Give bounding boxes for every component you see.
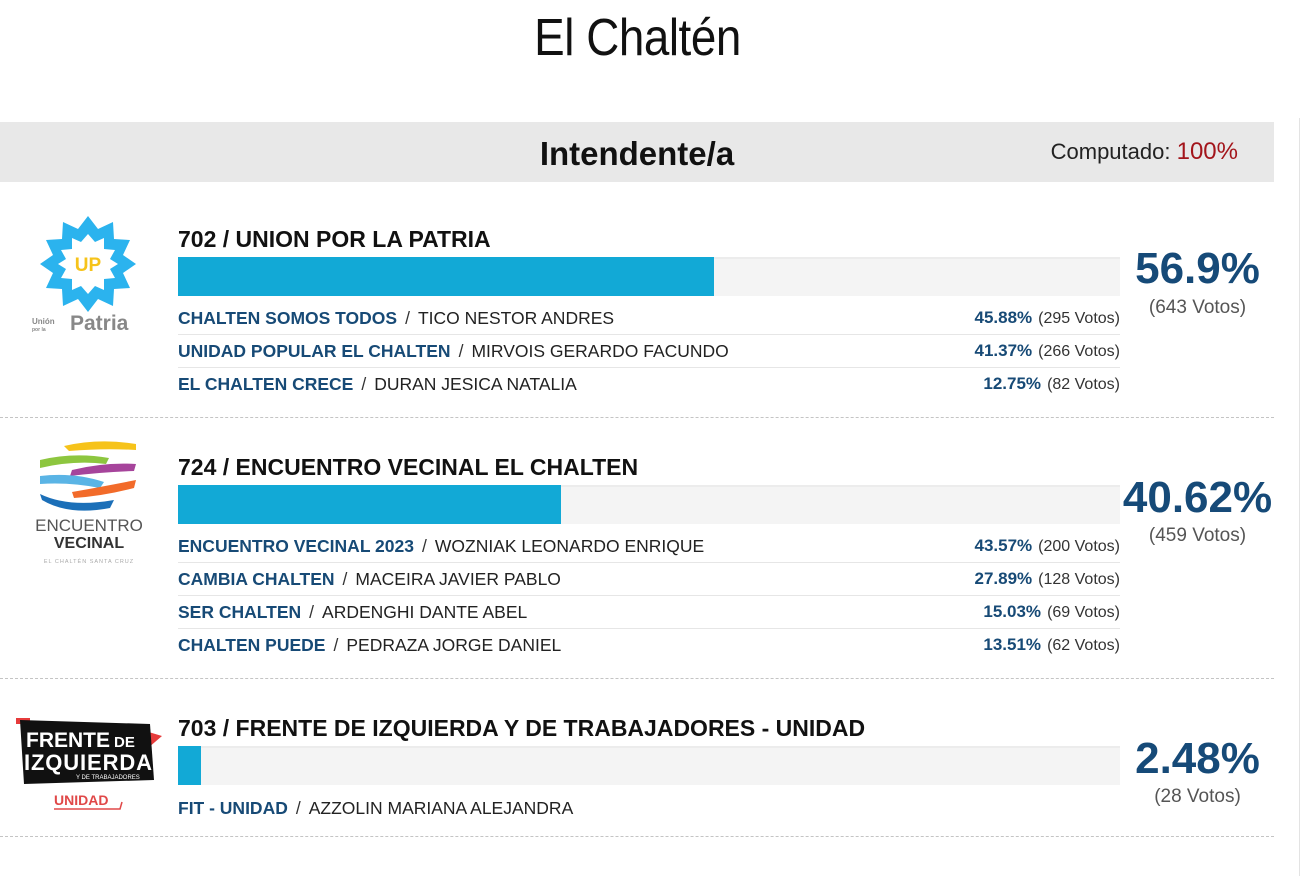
svg-text:por la: por la: [32, 327, 46, 333]
list-row: SER CHALTEN / ARDENGHI DANTE ABEL 15.03% (6…: [178, 596, 1120, 629]
list-name: SER CHALTEN: [178, 602, 302, 622]
svg-text:DE: DE: [114, 734, 135, 751]
list-row: FIT - UNIDAD / AZZOLIN MARIANA ALEJANDRA: [178, 798, 574, 818]
party-name: 703 / FRENTE DE IZQUIERDA Y DE TRABAJADO…: [178, 715, 866, 741]
list-name: CHALTEN SOMOS TODOS: [178, 308, 398, 328]
list-percent: 12.75%: [983, 374, 1042, 393]
list-row: ENCUENTRO VECINAL 2023/WOZNIAK LEONARDO …: [178, 530, 1120, 563]
encuentro-vecinal-logo: ENCUENTRO VECINAL EL CHALTÉN SANTA CRUZ: [14, 438, 164, 568]
computado-value: 100%: [1176, 138, 1238, 165]
list-row: EL CHALTEN CRECE / DURAN JESICA NATALIA 12…: [178, 374, 1120, 394]
list-name: CAMBIA CHALTEN: [178, 569, 335, 589]
vote-bar: [178, 257, 1120, 296]
candidate-name: PEDRAZA JORGE DANIEL: [346, 635, 562, 655]
list-votes: (62 Votos): [1047, 637, 1120, 654]
party-votes: (459 Votos): [1148, 525, 1247, 546]
party-percent: 40.62%: [1122, 473, 1273, 522]
svg-text:FRENTE: FRENTE: [26, 729, 110, 752]
vote-bar: [178, 746, 1120, 785]
category-header: Intendente/a Computado: 100%: [0, 122, 1274, 182]
list-percent: 43.57%: [974, 536, 1033, 555]
divider: [0, 417, 1274, 418]
vote-bar: [178, 485, 1120, 524]
list-row: UNIDAD POPULAR EL CHALTEN / MIRVOIS GERARD…: [178, 335, 1120, 368]
vote-bar-fill: [178, 485, 561, 524]
list-votes: (128 Votos): [1038, 571, 1120, 588]
svg-text:UP: UP: [75, 255, 102, 276]
computado-status: Computado: 100%: [1051, 138, 1238, 166]
list-percent: 15.03%: [983, 602, 1042, 621]
vote-bar-fill: [178, 746, 202, 785]
svg-text:VECINAL: VECINAL: [54, 535, 124, 552]
list-votes: (266 Votos): [1038, 343, 1120, 360]
svg-text:Unión: Unión: [32, 317, 55, 326]
party-name: 702 / UNION POR LA PATRIA: [178, 226, 491, 252]
list-percent: 41.37%: [974, 341, 1033, 360]
candidate-name: ARDENGHI DANTE ABEL: [322, 602, 528, 622]
svg-text:IZQUIERDA: IZQUIERDA: [24, 750, 152, 775]
up-sun-icon: UP Unión por la Patria: [32, 216, 136, 335]
party-percent: 2.48%: [1135, 734, 1260, 783]
list-row: CHALTEN PUEDE / PEDRAZA JORGE DANIEL 13.51…: [178, 635, 1120, 655]
candidate-name: MIRVOIS GERARDO FACUNDO: [471, 341, 729, 361]
divider: [0, 836, 1274, 837]
party-votes: (28 Votos): [1154, 786, 1241, 807]
page-title: El Chaltén: [534, 9, 741, 67]
list-votes: (200 Votos): [1038, 538, 1120, 555]
vote-bar-fill: [178, 257, 714, 296]
candidate-name: MACEIRA JAVIER PABLO: [355, 569, 561, 589]
list-name: CHALTEN PUEDE: [178, 635, 326, 655]
list-name: UNIDAD POPULAR EL CHALTEN: [178, 341, 451, 361]
list-percent: 27.89%: [974, 569, 1033, 588]
frente-de-izquierda-logo: FRENTE DE IZQUIERDA Y DE TRABAJADORES UN…: [14, 714, 164, 818]
svg-text:ENCUENTRO: ENCUENTRO: [35, 516, 143, 535]
svg-text:EL CHALTÉN SANTA CRUZ: EL CHALTÉN SANTA CRUZ: [44, 558, 134, 565]
list-votes: (295 Votos): [1038, 310, 1120, 327]
list-percent: 13.51%: [983, 635, 1042, 654]
list-name: EL CHALTEN CRECE: [178, 374, 354, 394]
party-percent: 56.9%: [1135, 244, 1260, 293]
list-row: CHALTEN SOMOS TODOS / TICO NESTOR ANDRES 4…: [178, 302, 1120, 335]
union-por-la-patria-logo: UP Unión por la Patria: [14, 212, 164, 342]
party-result-724: ENCUENTRO VECINAL EL CHALTÉN SANTA CRUZ …: [0, 418, 1274, 680]
computado-label: Computado:: [1050, 139, 1171, 164]
list-name: FIT - UNIDAD: [178, 798, 288, 818]
list-votes: (69 Votos): [1047, 604, 1120, 621]
svg-text:Patria: Patria: [70, 312, 129, 335]
party-votes: (643 Votos): [1148, 297, 1247, 318]
party-result-703: FRENTE DE IZQUIERDA Y DE TRABAJADORES UN…: [0, 680, 1274, 838]
list-name: ENCUENTRO VECINAL 2023: [178, 536, 414, 556]
divider: [0, 678, 1274, 679]
list-row: CAMBIA CHALTEN / MACEIRA JAVIER PABLO 27.8…: [178, 563, 1120, 596]
svg-text:UNIDAD: UNIDAD: [54, 792, 108, 808]
svg-text:Y DE TRABAJADORES: Y DE TRABAJADORES: [76, 775, 140, 781]
scrollbar-edge: [1299, 118, 1300, 876]
list-percent: 45.88%: [974, 308, 1033, 327]
candidate-name: TICO NESTOR ANDRES: [417, 308, 615, 328]
party-result-702: UP Unión por la Patria 702 / UNION POR L…: [0, 182, 1274, 418]
candidate-name: AZZOLIN MARIANA ALEJANDRA: [308, 798, 574, 818]
candidate-name: DURAN JESICA NATALIA: [374, 374, 577, 394]
category-title: Intendente/a: [539, 135, 735, 172]
party-name: 724 / ENCUENTRO VECINAL EL CHALTEN: [178, 454, 639, 480]
list-votes: (82 Votos): [1047, 376, 1120, 393]
candidate-name: WOZNIAK LEONARDO ENRIQUE: [434, 536, 705, 556]
